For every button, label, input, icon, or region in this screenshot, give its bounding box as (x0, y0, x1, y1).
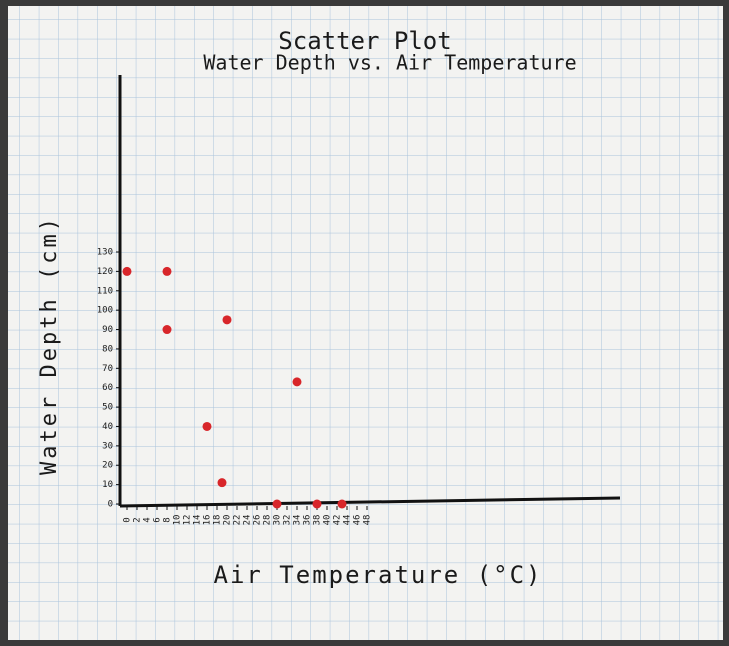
x-tick-label: 24 (243, 515, 253, 526)
x-tick-label: 14 (193, 515, 203, 526)
y-tick-label: 40 (102, 422, 113, 432)
point (313, 500, 322, 509)
x-tick-label: 8 (163, 517, 173, 522)
y-tick-label: 70 (102, 364, 113, 374)
x-tick-label: 10 (173, 515, 183, 526)
x-tick-label: 22 (233, 515, 243, 526)
y-tick-label: 110 (97, 286, 113, 296)
x-tick-label: 18 (213, 515, 223, 526)
x-tick-label: 48 (363, 515, 373, 526)
x-tick-label: 16 (203, 515, 213, 526)
x-tick-label: 30 (273, 515, 283, 526)
point (163, 325, 172, 334)
y-axis-label: Water Depth (cm) (37, 215, 62, 475)
y-tick-label: 80 (102, 344, 113, 354)
x-tick-label: 28 (263, 515, 273, 526)
point (338, 500, 347, 509)
x-tick-label: 32 (283, 515, 293, 526)
y-tick-label: 0 (108, 500, 113, 510)
paper-grid (8, 6, 723, 640)
x-tick-label: 2 (133, 517, 143, 522)
y-tick-label: 60 (102, 383, 113, 393)
x-tick-label: 40 (323, 515, 333, 526)
x-tick-label: 6 (153, 517, 163, 522)
point (203, 422, 212, 431)
y-tick-label: 20 (102, 461, 113, 471)
y-tick-label: 50 (102, 403, 113, 413)
y-tick-label: 100 (97, 306, 113, 316)
x-tick-label: 4 (143, 517, 153, 522)
y-tick-label: 90 (102, 325, 113, 335)
x-tick-label: 0 (123, 517, 133, 522)
x-tick-label: 12 (183, 515, 193, 526)
chart-subtitle: Water Depth vs. Air Temperature (203, 51, 576, 75)
point (123, 267, 132, 276)
y-tick-label: 10 (102, 480, 113, 490)
x-tick-label: 38 (313, 515, 323, 526)
x-tick-label: 42 (333, 515, 343, 526)
point (163, 267, 172, 276)
y-tick-label: 120 (97, 267, 113, 277)
x-tick-label: 46 (353, 515, 363, 526)
y-tick-label: 130 (97, 248, 113, 258)
x-tick-label: 34 (293, 515, 303, 526)
x-tick-label: 36 (303, 515, 313, 526)
x-axis-label: Air Temperature (°C) (214, 561, 543, 589)
y-tick-label: 30 (102, 441, 113, 451)
point (223, 315, 232, 324)
chart: Scatter Plot Water Depth vs. Air Tempera… (0, 0, 729, 646)
x-tick-label: 20 (223, 515, 233, 526)
point (218, 478, 227, 487)
point (273, 500, 282, 509)
x-tick-label: 44 (343, 515, 353, 526)
point (293, 377, 302, 386)
x-tick-label: 26 (253, 515, 263, 526)
